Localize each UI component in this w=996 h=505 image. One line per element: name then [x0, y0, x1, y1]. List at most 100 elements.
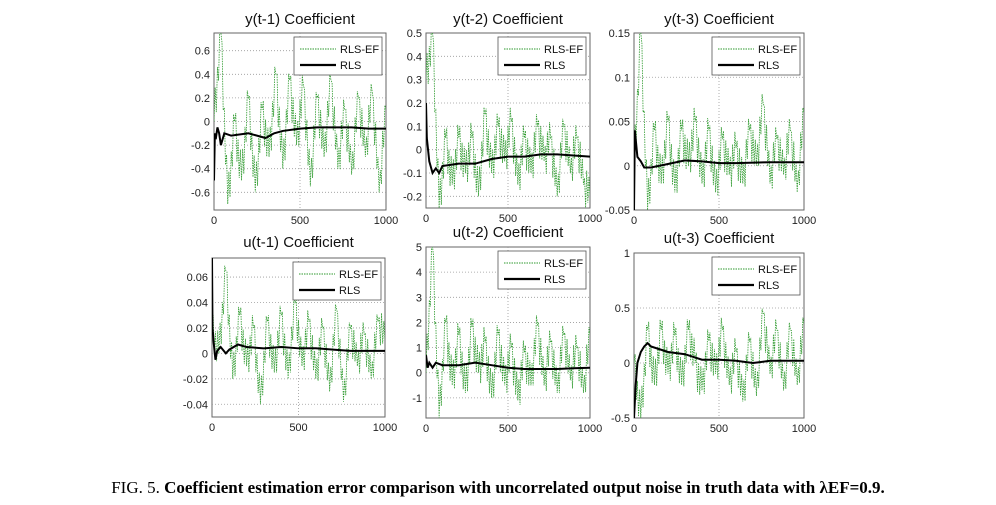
- legend: RLS-EF RLS: [711, 256, 801, 296]
- x-tick-label: 1000: [374, 215, 398, 227]
- legend: RLS-EF RLS: [497, 250, 587, 290]
- x-tick-label: 0: [209, 422, 215, 434]
- y-tick-label: -1: [412, 393, 422, 405]
- subplot-6: 0 500 1000-0.500.51u(t-3) CoefficientRLS-E…: [611, 230, 816, 435]
- rls-ef-series-line: [214, 33, 386, 205]
- y-tick-label: 0.15: [609, 28, 630, 40]
- subplot-2: 0 500 1000 -0.2 -0.1 0 0.1 0.2 0.3 0.4 0.5 y(t-2) C…: [403, 11, 602, 225]
- legend: RLS-EF RLS: [497, 36, 587, 76]
- legend-label: RLS-EF: [544, 258, 583, 270]
- x-tick-label: 1000: [373, 422, 397, 434]
- x-tick-label: 0: [423, 213, 429, 225]
- subplot-title: y(t-2) Coefficient: [453, 11, 564, 28]
- y-tick-label: 1: [624, 248, 630, 260]
- y-tick-label: -0.5: [611, 413, 630, 425]
- y-tick-label: 0: [204, 117, 210, 129]
- y-tick-label: 0.6: [195, 46, 210, 58]
- rls-ef-series-line: [426, 33, 590, 208]
- y-tick-label: 4: [416, 267, 422, 279]
- y-tick-label: 0: [202, 348, 208, 360]
- y-tick-label: 0.02: [187, 323, 208, 335]
- rls-series-line: [634, 341, 804, 418]
- y-tick-label: 0.1: [615, 72, 630, 84]
- legend-label: RLS: [544, 274, 565, 286]
- y-tick-label: 0.5: [615, 303, 630, 315]
- y-tick-label: 0.05: [609, 117, 630, 129]
- x-tick-label: 1000: [792, 423, 816, 435]
- y-tick-label: 0.06: [187, 272, 208, 284]
- legend-box: [292, 261, 382, 301]
- legend-label: RLS: [340, 60, 361, 72]
- y-tick-label: 0: [416, 368, 422, 380]
- y-tick-label: 0.04: [187, 298, 208, 310]
- legend: RLS-EF RLS: [292, 261, 382, 301]
- y-tick-label: 5: [416, 242, 422, 254]
- x-tick-label: 500: [710, 423, 728, 435]
- y-tick-label: 0: [416, 145, 422, 157]
- rls-series-line: [634, 130, 804, 210]
- y-tick-label: -0.2: [403, 191, 422, 203]
- subplot-title: y(t-1) Coefficient: [245, 11, 356, 28]
- x-tick-label: 500: [289, 422, 307, 434]
- x-tick-label: 0: [631, 423, 637, 435]
- legend-box: [497, 250, 587, 290]
- y-tick-label: 0.4: [407, 51, 422, 63]
- rls-ef-series-line: [634, 33, 804, 210]
- legend-label: RLS: [339, 285, 360, 297]
- x-tick-label: 500: [499, 213, 517, 225]
- y-tick-label: 0: [624, 161, 630, 173]
- legend-label: RLS-EF: [758, 264, 797, 276]
- subplot-1: 0 500 1000 -0.6 -0.4 -0.2 0 0.2 0.4 0.6 y(t-1) Coe…: [191, 11, 398, 227]
- y-tick-label: 0.2: [195, 93, 210, 105]
- subplot-5: 0 500 1000 -1 0 1 2 3 4 5 u(t-2) Coefficient RLS-EF…: [412, 224, 602, 435]
- legend-label: RLS: [544, 60, 565, 72]
- legend-label: RLS-EF: [544, 44, 583, 56]
- subplot-title: y(t-3) Coefficient: [664, 11, 775, 28]
- y-tick-label: 0.5: [407, 28, 422, 40]
- x-tick-label: 1000: [578, 423, 602, 435]
- legend: RLS-EF RLS: [711, 36, 801, 76]
- y-tick-label: -0.04: [183, 399, 208, 411]
- y-tick-label: -0.4: [191, 164, 210, 176]
- x-tick-label: 500: [291, 215, 309, 227]
- y-tick-label: 0.1: [407, 121, 422, 133]
- rls-ef-series-line: [634, 308, 804, 418]
- legend-label: RLS: [758, 280, 779, 292]
- y-tick-label: 2: [416, 317, 422, 329]
- y-tick-label: 0.3: [407, 75, 422, 87]
- y-tick-label: 0.4: [195, 69, 210, 81]
- rls-ef-series-line: [212, 265, 385, 405]
- x-tick-label: 0: [631, 215, 637, 227]
- rls-ef-series-line: [426, 247, 590, 418]
- x-tick-label: 0: [211, 215, 217, 227]
- x-tick-label: 1000: [578, 213, 602, 225]
- x-tick-label: 1000: [792, 215, 816, 227]
- y-tick-label: 1: [416, 343, 422, 355]
- legend-label: RLS: [758, 60, 779, 72]
- rls-series-line: [214, 126, 386, 181]
- rls-series-line: [212, 258, 385, 360]
- y-tick-label: -0.1: [403, 168, 422, 180]
- legend-box: [711, 256, 801, 296]
- y-tick-label: 0: [624, 358, 630, 370]
- y-tick-label: 0.2: [407, 98, 422, 110]
- subplot-title: u(t-1) Coefficient: [243, 234, 354, 251]
- rls-series-line: [426, 355, 590, 370]
- legend-label: RLS-EF: [339, 269, 378, 281]
- y-tick-label: -0.02: [183, 374, 208, 386]
- y-tick-label: -0.6: [191, 187, 210, 199]
- figure-canvas: 0 500 1000-0.6-0.4-0.200.20.40.6y(t-1) Coe…: [183, 11, 816, 435]
- caption-label: FIG. 5.: [111, 478, 160, 497]
- figure-caption: FIG. 5. Coefficient estimation error com…: [0, 478, 996, 498]
- legend-box: [711, 36, 801, 76]
- legend-box: [497, 36, 587, 76]
- subplot-title: u(t-2) Coefficient: [453, 224, 564, 241]
- legend: RLS-EF RLS: [293, 36, 383, 76]
- y-tick-label: -0.05: [605, 205, 630, 217]
- legend-box: [293, 36, 383, 76]
- x-tick-label: 500: [499, 423, 517, 435]
- x-tick-label: 500: [710, 215, 728, 227]
- subplot-4: 0 500 1000 -0.04 -0.02 0 0.02 0.04 0.06 u(t-1) Co…: [183, 234, 397, 434]
- legend-label: RLS-EF: [758, 44, 797, 56]
